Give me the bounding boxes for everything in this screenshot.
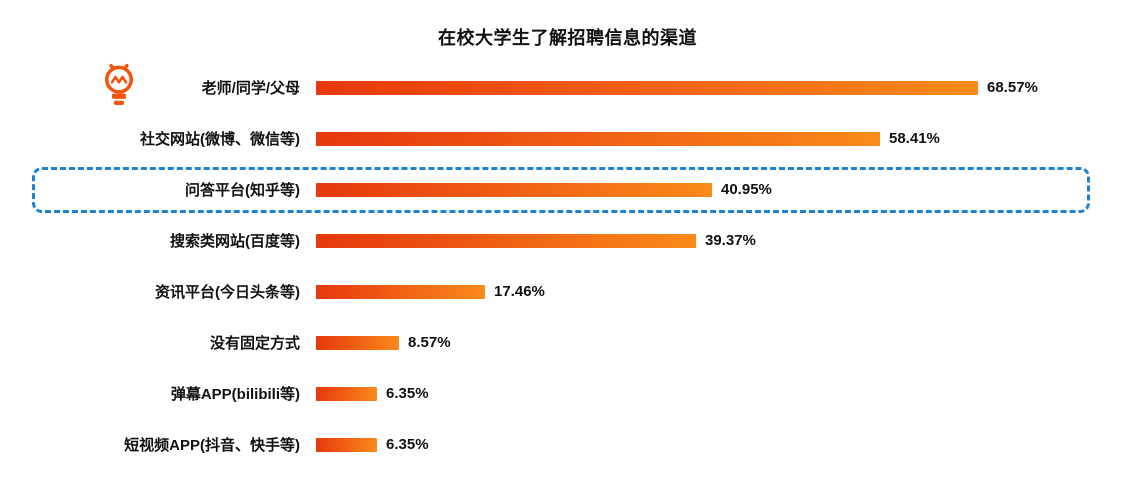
bar [316, 131, 880, 146]
category-label: 问答平台(知乎等) [185, 182, 300, 199]
value-label: 17.46% [494, 283, 545, 300]
chart-row: 短视频APP(抖音、快手等) 6.35% [0, 419, 1135, 470]
chart-rows: 老师/同学/父母 68.57% 社交网站(微博、微信等) 58.41% 问答平台(知乎等… [0, 62, 1135, 470]
bar-area: 40.95% [316, 181, 1135, 198]
bar-area: 8.57% [316, 334, 1135, 351]
bar-area: 39.37% [316, 232, 1135, 249]
chart-row: 老师/同学/父母 68.57% [0, 62, 1135, 113]
category-label: 老师/同学/父母 [201, 80, 300, 97]
value-label: 40.95% [721, 181, 772, 198]
category-label: 搜索类网站(百度等) [170, 233, 300, 250]
chart-row: 搜索类网站(百度等) 39.37% [0, 215, 1135, 266]
chart-row: 问答平台(知乎等) 40.95% [0, 164, 1135, 215]
category-label: 短视频APP(抖音、快手等) [124, 437, 300, 454]
bar [316, 437, 377, 452]
value-label: 8.57% [408, 334, 451, 351]
value-label: 58.41% [889, 130, 940, 147]
value-label: 6.35% [386, 385, 429, 402]
bar [316, 284, 485, 299]
chart-row: 没有固定方式 8.57% [0, 317, 1135, 368]
bar [316, 182, 712, 197]
category-label: 没有固定方式 [209, 335, 300, 352]
bar-area: 6.35% [316, 436, 1135, 453]
bar-area: 68.57% [316, 79, 1135, 96]
chart-row: 社交网站(微博、微信等) 58.41% [0, 113, 1135, 164]
category-label: 弹幕APP(bilibili等) [170, 386, 300, 403]
lightbulb-icon [105, 63, 133, 105]
bar [316, 80, 978, 95]
bar [316, 233, 696, 248]
value-label: 68.57% [987, 79, 1038, 96]
chart-row: 资讯平台(今日头条等) 17.46% [0, 266, 1135, 317]
chart-title: 在校大学生了解招聘信息的渠道 [438, 28, 697, 48]
bar [316, 386, 377, 401]
chart-row: 弹幕APP(bilibili等) 6.35% [0, 368, 1135, 419]
bar-area: 58.41% [316, 130, 1135, 147]
value-label: 39.37% [705, 232, 756, 249]
bar [316, 335, 399, 350]
bar-area: 6.35% [316, 385, 1135, 402]
bar-area: 17.46% [316, 283, 1135, 300]
value-label: 6.35% [386, 436, 429, 453]
category-label: 社交网站(微博、微信等) [140, 131, 300, 148]
category-label: 资讯平台(今日头条等) [155, 284, 300, 301]
